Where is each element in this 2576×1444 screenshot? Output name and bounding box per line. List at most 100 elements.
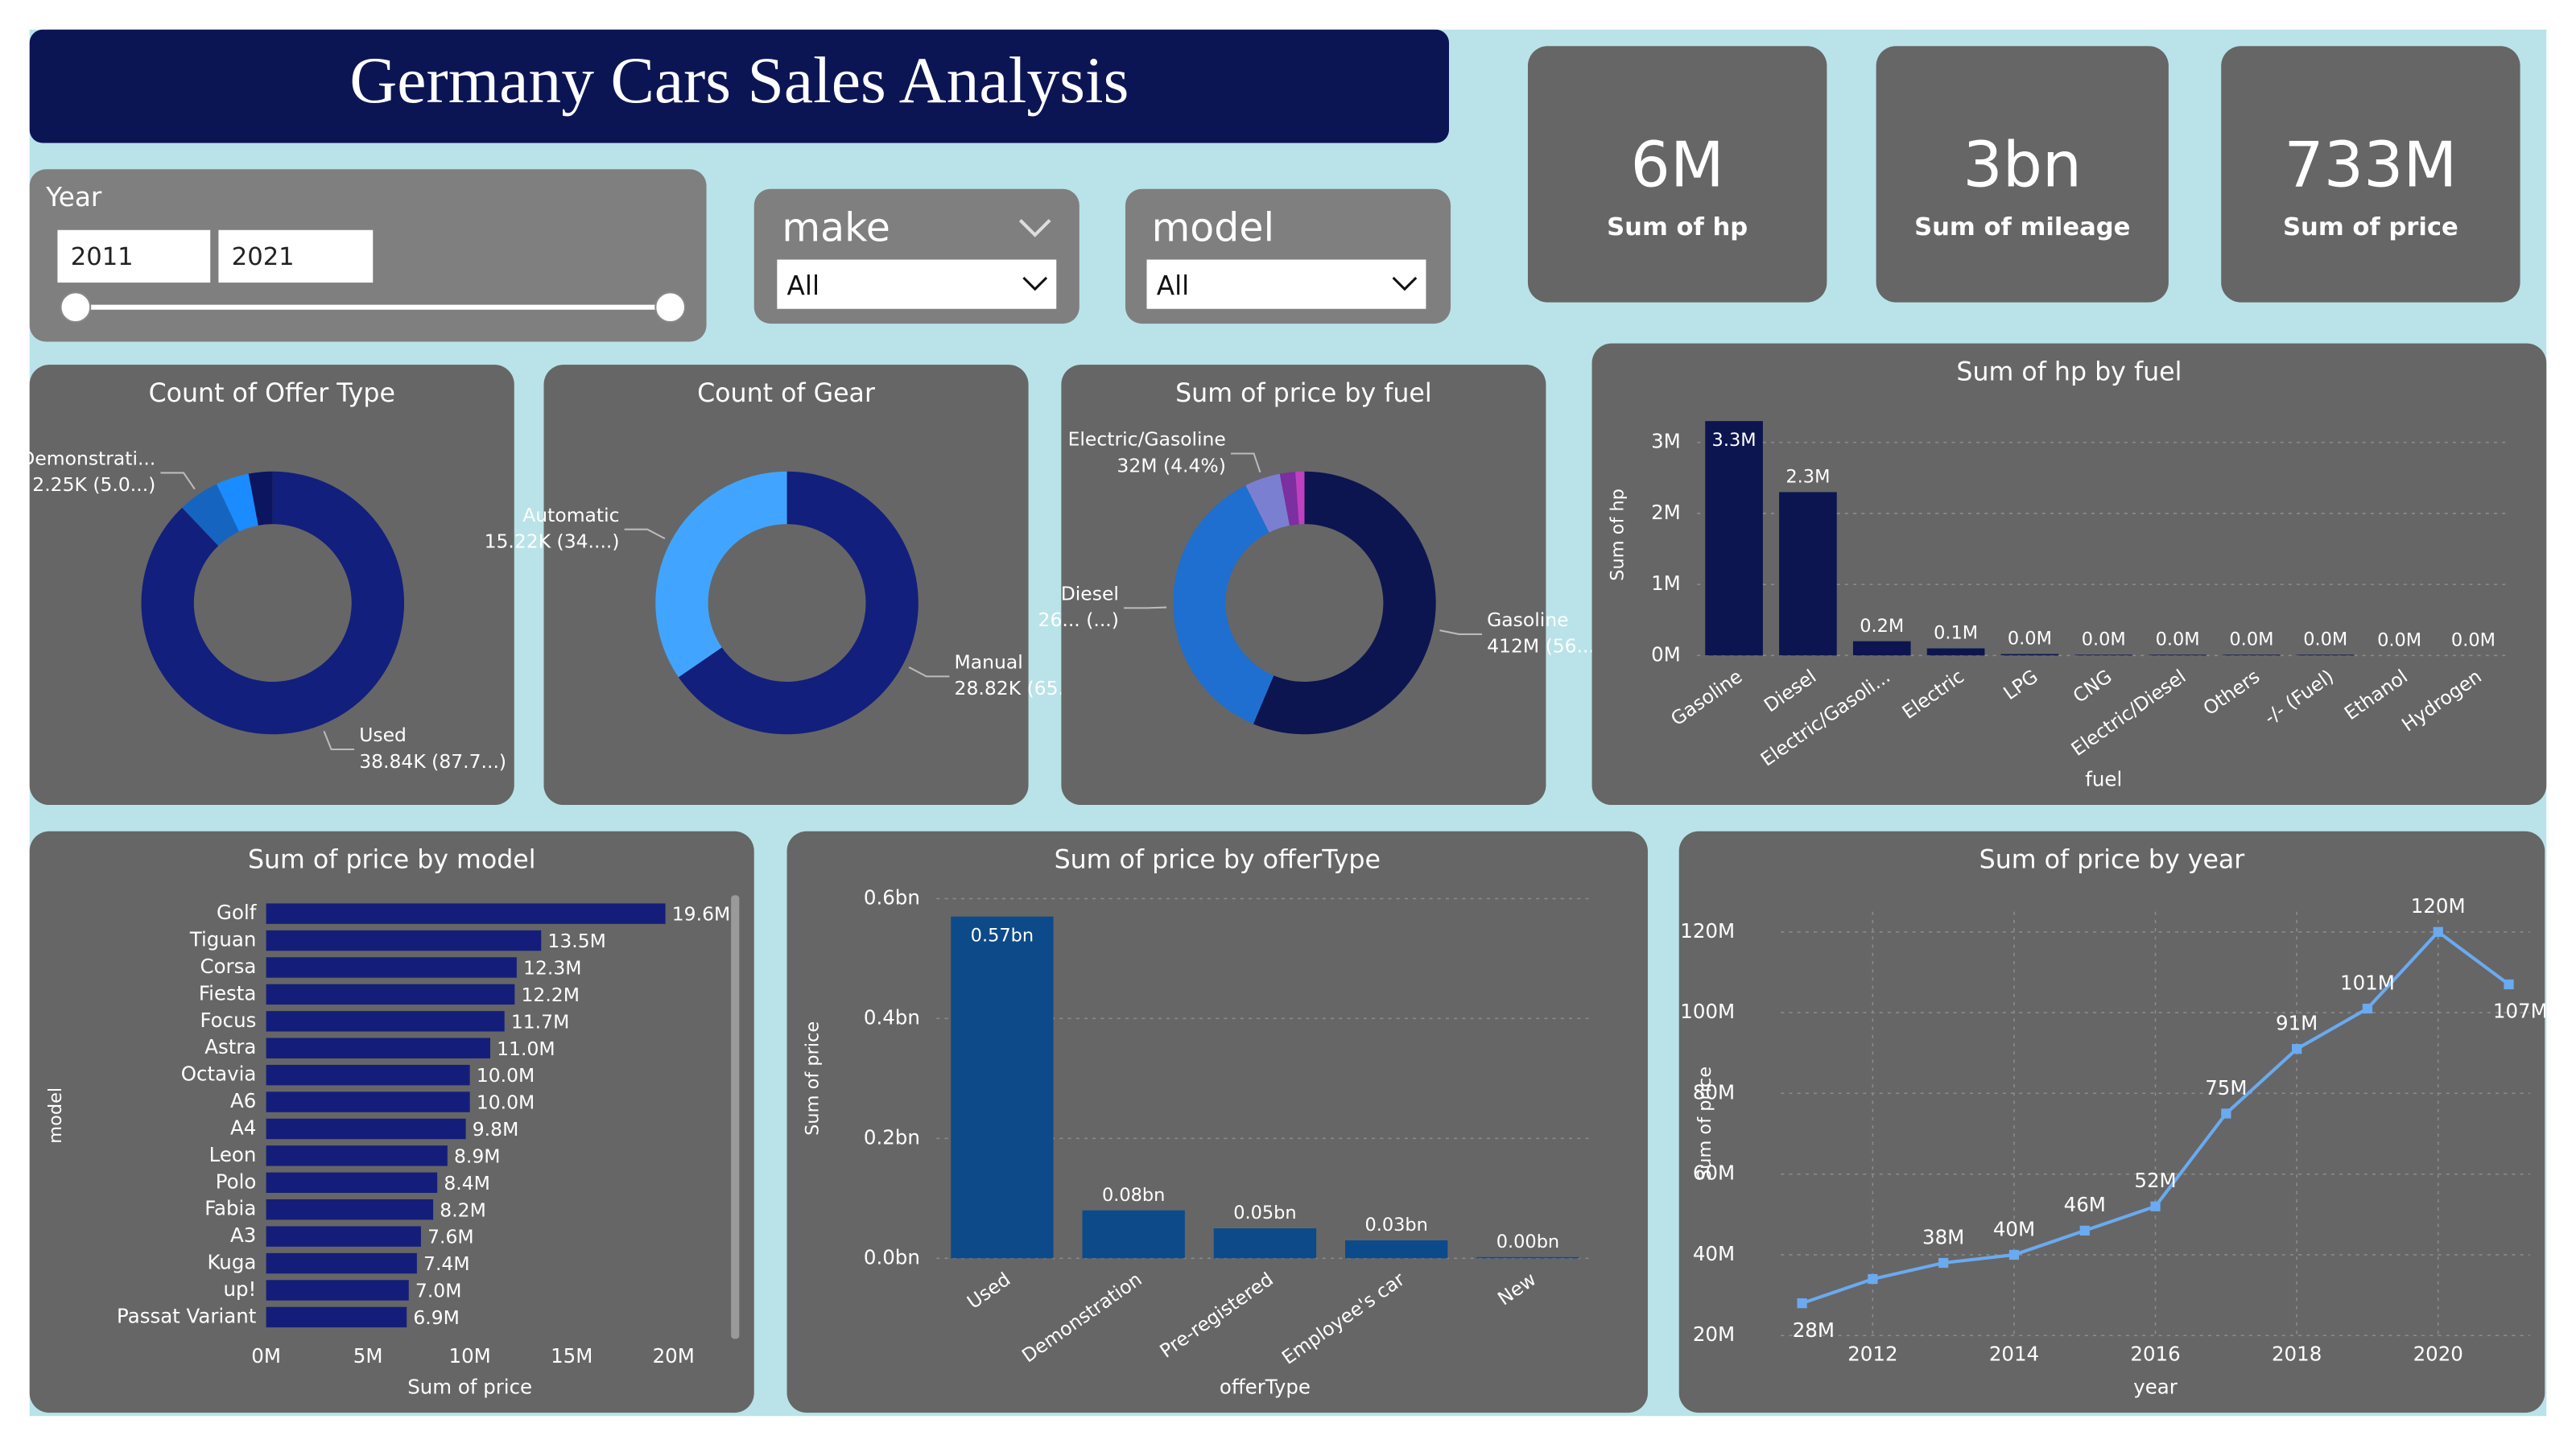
y-tick-label: 1M	[1651, 571, 1681, 595]
data-label: 12.2M	[522, 984, 580, 1006]
bar	[266, 1011, 505, 1032]
slice-category: Electric/Gasoline	[1068, 428, 1226, 451]
donut-slice	[655, 471, 787, 678]
x-tick-label: 2012	[1847, 1343, 1897, 1366]
data-label: 40M	[1993, 1217, 2035, 1240]
donut-slice	[1245, 473, 1290, 533]
point	[2008, 1249, 2020, 1260]
data-label: 8.4M	[444, 1172, 490, 1194]
y-tick-label: A6	[230, 1089, 256, 1112]
data-label: 0.05bn	[1233, 1203, 1296, 1223]
bar	[266, 1226, 421, 1247]
bar	[2074, 654, 2133, 656]
y-tick-label: Leon	[209, 1143, 257, 1166]
x-tick-label: 2014	[1989, 1343, 2039, 1366]
x-tick-label: 2016	[2130, 1343, 2180, 1366]
donut-slice	[182, 484, 239, 547]
slicer-label: Year	[45, 182, 102, 212]
data-label: 120M	[2411, 894, 2466, 918]
leader-line	[908, 666, 950, 678]
y-axis-title: Sum of price	[803, 1021, 824, 1136]
y-axis-title: Sum of price	[1695, 1066, 1715, 1181]
bar	[266, 1145, 448, 1166]
leader-line	[160, 472, 196, 490]
kpi-card	[2221, 46, 2520, 303]
bar	[266, 1199, 434, 1220]
chart-panel	[1678, 831, 2545, 1413]
bar	[266, 1038, 490, 1058]
kpi-value: 733M	[2284, 130, 2457, 202]
leader-line	[1230, 452, 1261, 473]
point	[1938, 1257, 1949, 1269]
bar	[1213, 1228, 1317, 1259]
donut-slice	[1295, 471, 1305, 525]
bar	[266, 1064, 470, 1086]
donut-slice	[141, 471, 405, 735]
y-tick-label: Passat Variant	[117, 1304, 257, 1327]
bar	[2296, 654, 2355, 656]
bar	[2149, 654, 2207, 656]
x-tick-label: 2018	[2272, 1343, 2322, 1366]
data-label: 7.0M	[415, 1280, 462, 1302]
data-label: 7.6M	[427, 1226, 474, 1248]
x-tick-label: 15M	[551, 1344, 592, 1368]
bar	[266, 1252, 417, 1274]
y-tick-label: A4	[230, 1116, 256, 1139]
year-to-input[interactable]	[218, 229, 374, 283]
data-label: 0.08bn	[1102, 1185, 1165, 1206]
bar	[951, 916, 1054, 1259]
chart-title: Sum of price by model	[248, 845, 536, 874]
slider-handle[interactable]	[60, 291, 92, 324]
data-label: 52M	[2134, 1169, 2176, 1192]
y-tick-label: 20M	[1693, 1322, 1735, 1346]
year-to: 2021	[232, 243, 295, 271]
donut-slice	[248, 471, 273, 526]
y-tick-label: up!	[224, 1277, 257, 1301]
point	[2221, 1108, 2231, 1119]
kpi-label: Sum of price	[2283, 213, 2458, 241]
slice-label: 412M (56....)	[1487, 635, 1608, 658]
slider-handle[interactable]	[654, 291, 687, 324]
bar	[1345, 1240, 1448, 1259]
data-label: 0.0M	[2451, 629, 2496, 650]
y-tick-label: 40M	[1693, 1242, 1735, 1265]
data-label: 6.9M	[413, 1306, 460, 1329]
chart-panel	[29, 365, 514, 806]
x-axis-title: offerType	[1220, 1376, 1311, 1399]
y-tick-label: A3	[230, 1223, 256, 1247]
dropdown-value: All	[787, 270, 819, 301]
y-tick-label: 0M	[1651, 642, 1681, 666]
bar	[266, 903, 666, 924]
data-label: 9.8M	[473, 1118, 519, 1141]
bar	[266, 930, 542, 951]
slice-label: 38.84K (87.7...)	[359, 750, 506, 773]
data-label: 11.0M	[497, 1038, 555, 1060]
data-label: 28M	[1793, 1318, 1835, 1342]
y-tick-label: Fabia	[204, 1197, 256, 1220]
x-tick-label: 10M	[449, 1344, 491, 1368]
model-dropdown[interactable]	[1146, 259, 1426, 309]
chevron	[1022, 276, 1048, 291]
data-label: 0.03bn	[1364, 1215, 1427, 1236]
data-label: 0.00bn	[1496, 1232, 1559, 1252]
x-axis-title: fuel	[2085, 767, 2122, 790]
slice-label: 2.25K (5.0...)	[32, 473, 155, 496]
make-dropdown[interactable]	[777, 259, 1057, 309]
chart-title: Sum of price by offerType	[1055, 845, 1381, 874]
kpi-label: Sum of mileage	[1914, 213, 2130, 241]
slice-category: Diesel	[1061, 583, 1119, 605]
donut-slice	[1279, 472, 1299, 526]
data-label: 101M	[2340, 971, 2395, 994]
data-label: 0.0M	[2082, 629, 2126, 650]
y-tick-label: 0.2bn	[864, 1125, 920, 1149]
bar	[1476, 1256, 1579, 1259]
chevron	[1018, 219, 1051, 237]
y-tick-label: 80M	[1693, 1080, 1735, 1104]
bar	[266, 1118, 466, 1140]
kpi-card	[1527, 46, 1827, 303]
year-from-input[interactable]	[57, 229, 211, 283]
point	[1868, 1273, 1878, 1285]
slice-label: 26... (...)	[1038, 609, 1119, 631]
data-label: 91M	[2276, 1012, 2318, 1035]
